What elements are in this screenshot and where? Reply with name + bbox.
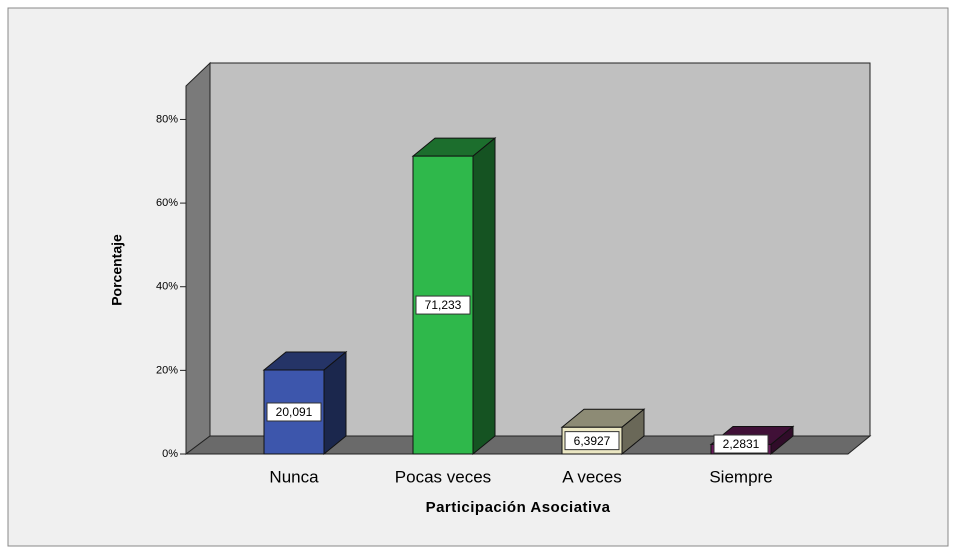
- floor: [184, 435, 872, 455]
- value-label: 71,233: [425, 298, 462, 312]
- x-tick-label: A veces: [562, 467, 622, 486]
- value-label-box: [415, 295, 471, 315]
- value-label: 6,3927: [574, 434, 611, 448]
- value-label-box: [564, 431, 620, 451]
- x-tick-label: Pocas veces: [395, 467, 491, 486]
- value-label: 20,091: [276, 405, 313, 419]
- y-tick-label: 0%: [162, 448, 178, 460]
- x-axis-title: Participación Asociativa: [426, 499, 611, 516]
- value-label: 2,2831: [723, 437, 760, 451]
- x-tick-label: Siempre: [709, 467, 772, 486]
- y-tick-label: 80%: [156, 113, 178, 125]
- y-tick-label: 20%: [156, 364, 178, 376]
- bar-side: [472, 137, 496, 456]
- value-label-box: [713, 434, 769, 454]
- value-label-box: [266, 402, 322, 422]
- bar-side: [323, 350, 347, 456]
- y-tick-label: 60%: [156, 197, 178, 209]
- side-wall: [185, 61, 211, 455]
- y-axis-title: Porcentaje: [109, 234, 125, 306]
- x-tick-label: Nunca: [269, 467, 319, 486]
- y-tick-label: 40%: [156, 281, 178, 293]
